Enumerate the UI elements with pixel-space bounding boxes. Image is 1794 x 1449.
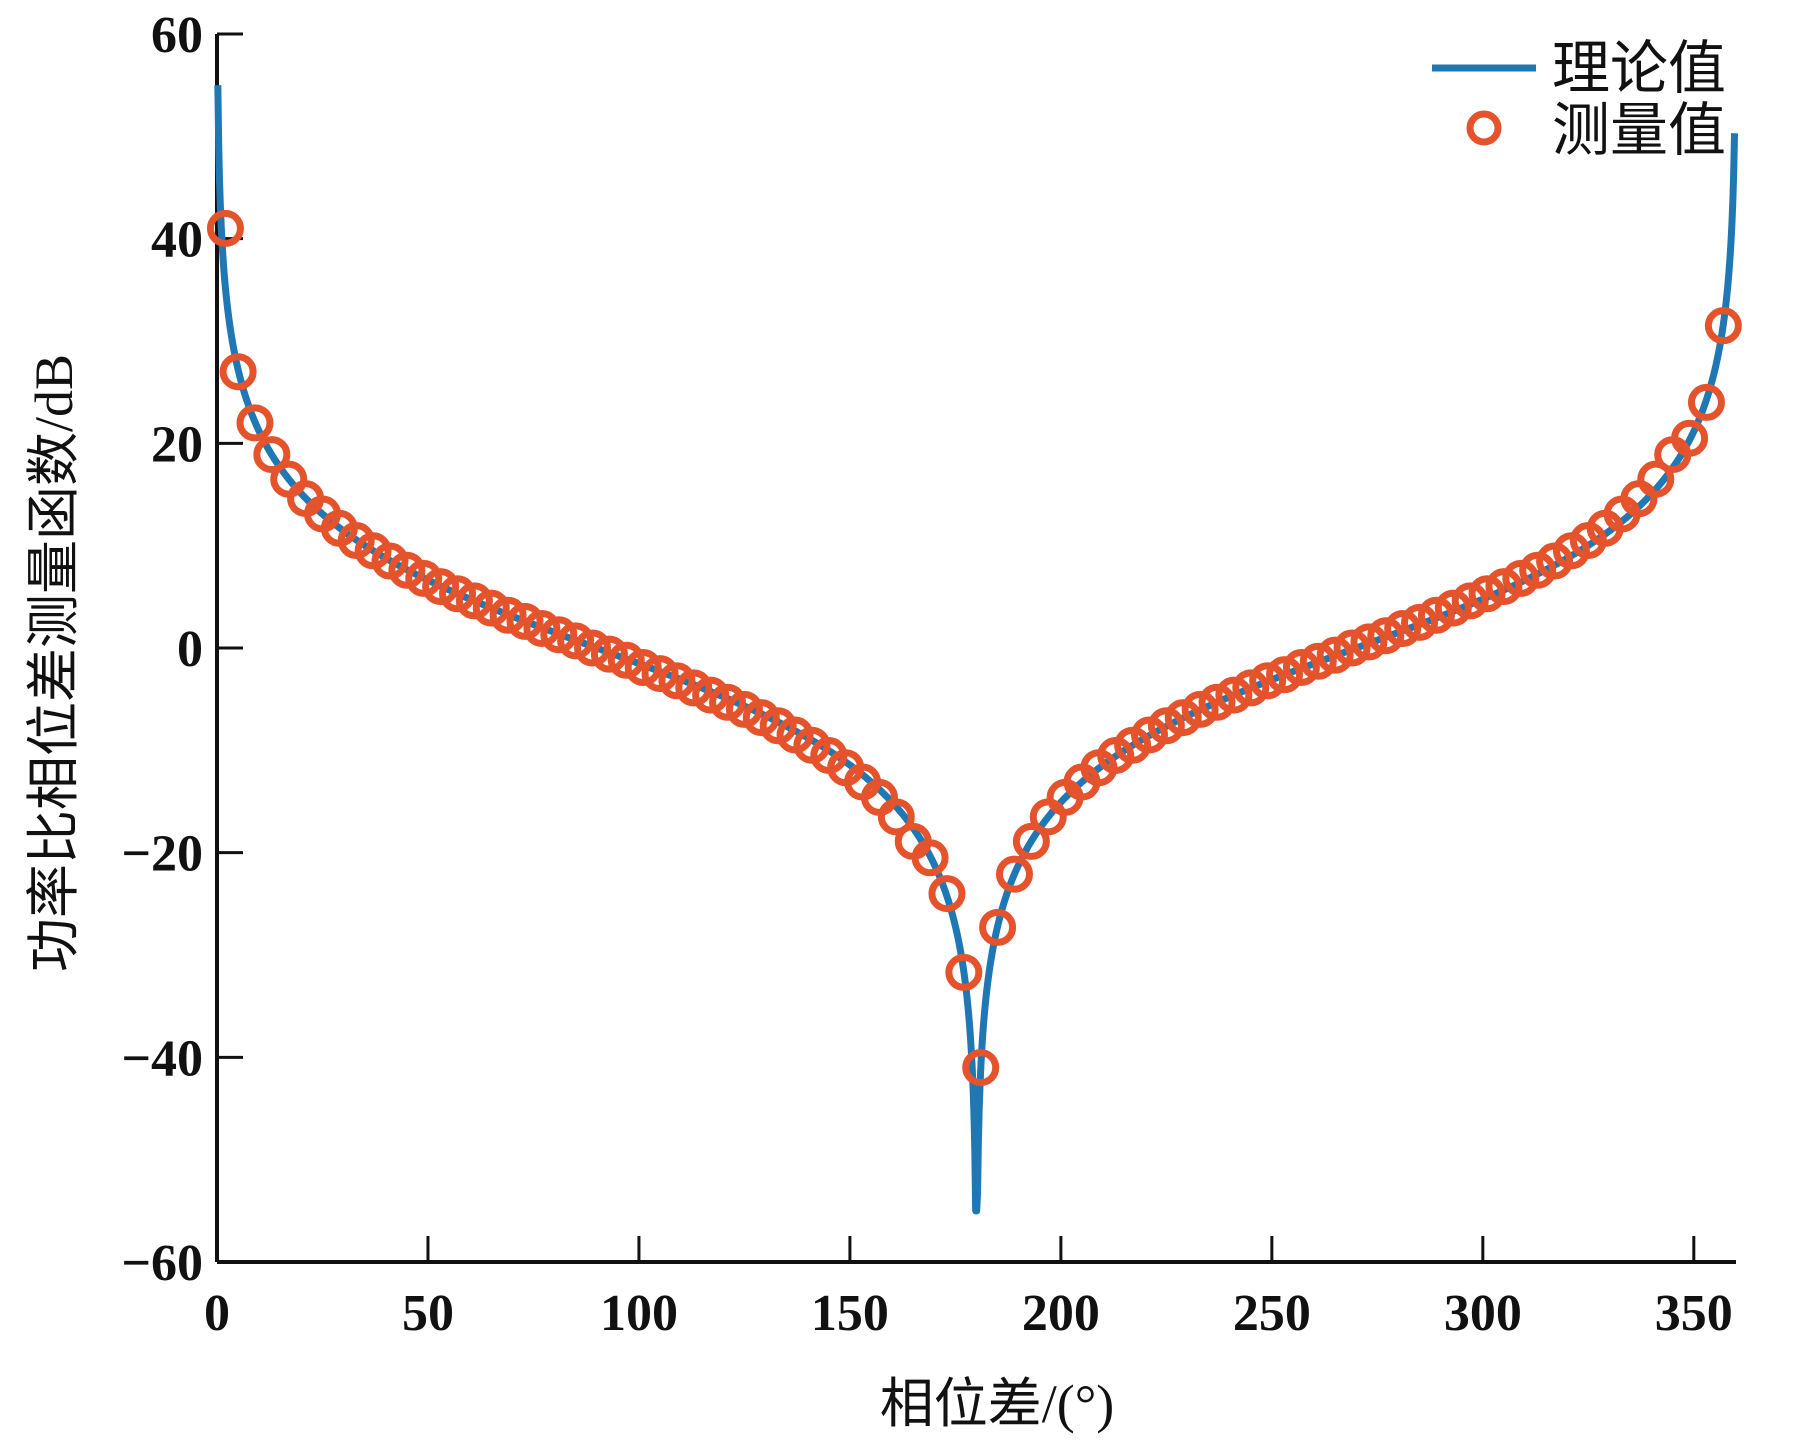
x-axis-label: 相位差/(°)	[880, 1374, 1115, 1434]
measured-point	[607, 641, 645, 679]
measured-point	[590, 635, 628, 673]
legend-label-theory: 理论值	[1552, 36, 1726, 101]
measured-point	[1671, 419, 1709, 457]
measured-point	[1687, 383, 1725, 421]
x-tick-label: 350	[1655, 1285, 1733, 1342]
measured-point	[1249, 662, 1287, 700]
y-tick-label: −60	[121, 1235, 203, 1292]
axis-labels: 相位差/(°) 功率比相位差测量函数/dB	[24, 354, 1114, 1434]
legend-marker-swatch	[1466, 110, 1502, 146]
measured-point	[1367, 617, 1405, 655]
measured-point	[557, 622, 595, 660]
measured-point	[253, 436, 291, 474]
measured-point	[236, 404, 274, 442]
measured-point	[439, 575, 477, 613]
measured-point	[1299, 642, 1337, 680]
measured-point	[506, 602, 544, 640]
measured-point	[1704, 307, 1742, 345]
measured-point	[877, 798, 915, 836]
measured-point	[962, 1049, 1000, 1087]
measured-point	[1012, 822, 1050, 860]
x-tick-label: 100	[600, 1285, 678, 1342]
measured-point	[1451, 582, 1489, 620]
measured-point	[709, 683, 747, 721]
measured-point	[1232, 669, 1270, 707]
y-tick-label: 0	[177, 621, 203, 678]
measured-point	[455, 582, 493, 620]
theory-series	[214, 85, 1739, 1215]
measured-point	[1316, 636, 1354, 674]
axes: −60 −40 −20 0 20 40 60 0 50 100 150 200 250 300 350	[121, 7, 1736, 1342]
measured-point	[1215, 676, 1253, 714]
x-tick-label: 50	[402, 1285, 454, 1342]
y-axis-label: 功率比相位差测量函数/dB	[24, 354, 84, 972]
measured-point	[1417, 596, 1455, 634]
measured-point	[979, 908, 1017, 946]
measured-point	[1198, 683, 1236, 721]
measured-series	[206, 209, 1742, 1087]
theory-line	[214, 85, 1739, 1215]
measured-point	[995, 855, 1033, 893]
measured-point	[1282, 648, 1320, 686]
measured-point	[523, 610, 561, 648]
x-tick-label: 250	[1233, 1285, 1311, 1342]
measured-point	[574, 629, 612, 667]
legend-label-measured: 测量值	[1552, 98, 1726, 163]
measured-point	[658, 662, 696, 700]
legend: 理论值 测量值	[1432, 36, 1726, 163]
measured-point	[1468, 575, 1506, 613]
y-tick-label: −20	[121, 826, 203, 883]
measured-point	[641, 655, 679, 693]
y-tick-label: 20	[151, 416, 203, 473]
measured-point	[928, 875, 966, 913]
measured-point	[1401, 603, 1439, 641]
measured-point	[472, 589, 510, 627]
measured-point	[489, 596, 527, 634]
y-tick-label: −40	[121, 1030, 203, 1087]
measured-point	[1637, 460, 1675, 498]
x-tick-label: 300	[1444, 1285, 1522, 1342]
x-tick-label: 150	[811, 1285, 889, 1342]
measured-point	[911, 839, 949, 877]
y-tick-label: 40	[151, 212, 203, 269]
y-tick-label: 60	[151, 7, 203, 64]
measured-point	[422, 568, 460, 606]
measured-point	[624, 648, 662, 686]
x-tick-label: 0	[204, 1285, 230, 1342]
measured-point	[675, 669, 713, 707]
measured-point	[1434, 589, 1472, 627]
measured-point	[219, 353, 257, 391]
x-tick-label: 200	[1022, 1285, 1100, 1342]
measured-point	[1181, 690, 1219, 728]
measured-point	[1333, 629, 1371, 667]
measured-point	[945, 953, 983, 991]
measured-point	[1266, 656, 1304, 694]
measured-point	[1350, 623, 1388, 661]
measured-point	[206, 209, 244, 247]
measured-point	[1384, 610, 1422, 648]
measured-point	[540, 616, 578, 654]
measured-point	[692, 676, 730, 714]
